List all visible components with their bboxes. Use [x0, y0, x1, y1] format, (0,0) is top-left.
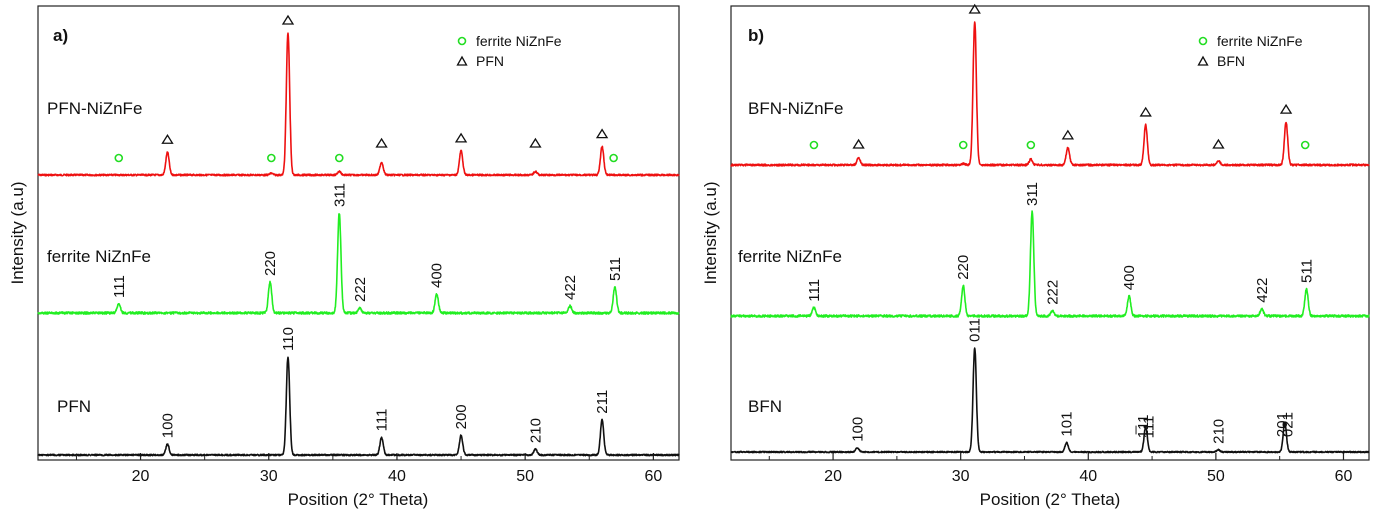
- ferrite-phase-marker: [114, 153, 124, 163]
- hkl-label: 110: [280, 327, 297, 351]
- annotations: 111 220 311 222 400 422 511 100 110 111 200 210 211: [111, 14, 624, 443]
- x-ticks: 20 30 40 50 60: [768, 453, 1353, 485]
- ferrite-phase-marker: [809, 140, 819, 150]
- legend-label-perovskite: PFN: [476, 53, 504, 69]
- x-tick-label: 40: [1079, 468, 1097, 485]
- hkl-label: 210: [1210, 419, 1227, 444]
- panel-label: b): [748, 26, 764, 45]
- series-label-perovskite: BFN: [748, 397, 782, 416]
- perovskite-phase-marker: [1279, 103, 1293, 114]
- hkl-label: 222: [352, 277, 369, 302]
- hkl-label: 100: [160, 413, 177, 438]
- ferrite-phase-marker: [1026, 140, 1036, 150]
- hkl-label: 311: [331, 183, 348, 207]
- x-axis-label: Position (2° Theta): [980, 490, 1121, 509]
- hkl-label: 200: [453, 404, 470, 429]
- ferrite-phase-marker: [609, 153, 618, 163]
- perovskite-phase-marker: [375, 137, 388, 148]
- hkl-label: 422: [562, 275, 579, 300]
- perovskite-phase-marker: [1139, 106, 1152, 117]
- hkl-label: 011: [967, 318, 984, 342]
- hkl-label: 1̅11: [1135, 414, 1152, 438]
- trace-line: [730, 21, 1370, 167]
- plot-frame: [730, 5, 1370, 461]
- hkl-label: 111: [111, 275, 128, 298]
- series-label-ferrite: ferrite NiZnFe: [738, 247, 842, 266]
- hkl-label: 220: [262, 251, 279, 276]
- hkl-label: 311: [1024, 182, 1041, 206]
- perovskite-phase-marker: [281, 14, 295, 25]
- panel-b: b) Intensity (a.u) Position (2° Theta) 2…: [701, 3, 1370, 509]
- trace-line: [730, 347, 1370, 454]
- x-tick-label: 60: [644, 468, 662, 485]
- trace-line: [730, 210, 1370, 318]
- hkl-label: 111: [1140, 416, 1157, 439]
- hkl-label: 201: [1274, 412, 1291, 437]
- series-label-composite: BFN-NiZnFe: [748, 99, 843, 118]
- x-tick-label: 20: [132, 468, 150, 485]
- hkl-label: 101: [1059, 412, 1076, 437]
- traces: [37, 32, 680, 457]
- x-tick-label: 60: [1335, 468, 1353, 485]
- legend-label-perovskite: BFN: [1217, 53, 1245, 69]
- y-axis-label: Intensity (a.u): [8, 182, 27, 285]
- x-tick-label: 20: [824, 468, 842, 485]
- perovskite-phase-marker: [852, 138, 865, 149]
- legend: ferrite NiZnFe PFN: [456, 33, 562, 69]
- plot-frame: [37, 5, 680, 461]
- ferrite-phase-marker: [267, 153, 276, 163]
- perovskite-phase-marker: [454, 132, 468, 143]
- panel-a: a) Intensity (a.u) Position (2° Theta) 2…: [8, 5, 680, 509]
- trace-line: [37, 213, 680, 315]
- hkl-label: 210: [527, 418, 544, 443]
- legend: ferrite NiZnFe BFN: [1197, 33, 1303, 69]
- x-tick-label: 50: [516, 468, 534, 485]
- perovskite-phase-marker: [1212, 138, 1225, 149]
- traces: [730, 21, 1370, 454]
- panel-label: a): [53, 26, 68, 45]
- perovskite-phase-marker: [1061, 129, 1075, 140]
- x-ticks: 20 30 40 50 60: [75, 453, 662, 485]
- hkl-label: 222: [1045, 280, 1062, 305]
- perovskite-phase-marker: [968, 3, 981, 14]
- hkl-label: 400: [1121, 265, 1138, 290]
- x-tick-label: 30: [952, 468, 970, 485]
- legend-circle-marker: [1198, 36, 1208, 46]
- series-label-ferrite: ferrite NiZnFe: [47, 247, 151, 266]
- hkl-label: 422: [1254, 278, 1271, 303]
- hkl-label: 400: [429, 263, 446, 288]
- x-tick-label: 50: [1207, 468, 1225, 485]
- hkl-label: 021: [1279, 412, 1296, 437]
- series-label-composite: PFN-NiZnFe: [47, 99, 142, 118]
- legend-triangle-marker: [1197, 55, 1209, 66]
- hkl-label: 100: [849, 417, 866, 442]
- x-tick-label: 40: [388, 468, 406, 485]
- legend-circle-marker: [457, 36, 467, 46]
- hkl-label: 111: [374, 409, 391, 432]
- hkl-label: 111: [806, 279, 823, 302]
- hkl-label: 211: [594, 390, 611, 414]
- series-label-perovskite: PFN: [57, 397, 91, 416]
- hkl-label: 511: [607, 257, 624, 281]
- trace-line: [37, 32, 680, 177]
- legend-label-ferrite: ferrite NiZnFe: [476, 33, 562, 49]
- x-axis-label: Position (2° Theta): [288, 490, 429, 509]
- perovskite-phase-marker: [529, 137, 542, 148]
- trace-line: [37, 356, 680, 457]
- x-tick-label: 30: [260, 468, 278, 485]
- legend-label-ferrite: ferrite NiZnFe: [1217, 33, 1303, 49]
- ferrite-phase-marker: [334, 153, 344, 163]
- hkl-label: 220: [955, 255, 972, 280]
- perovskite-phase-marker: [161, 134, 174, 144]
- ferrite-phase-marker: [1300, 140, 1310, 150]
- legend-triangle-marker: [456, 55, 468, 66]
- y-axis-label: Intensity (a.u): [701, 182, 720, 285]
- ferrite-phase-marker: [958, 140, 968, 150]
- perovskite-phase-marker: [595, 128, 609, 139]
- hkl-label: 511: [1299, 259, 1316, 283]
